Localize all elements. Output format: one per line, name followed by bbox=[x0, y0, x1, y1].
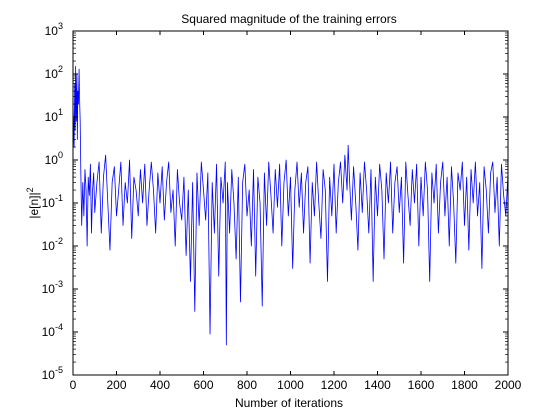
y-tick-label-exponent: 2 bbox=[58, 64, 63, 74]
x-tick-label: 1400 bbox=[364, 378, 391, 392]
y-tick-label-exponent: 1 bbox=[58, 107, 63, 117]
x-tick-label: 0 bbox=[70, 378, 77, 392]
y-tick-label-base: 10 bbox=[45, 110, 59, 124]
y-tick-label-exponent: 0 bbox=[58, 150, 63, 160]
y-tick-label-base: 10 bbox=[42, 325, 56, 339]
y-tick-label-exponent: 3 bbox=[58, 21, 63, 31]
series-layer bbox=[72, 66, 509, 346]
x-tick-label: 800 bbox=[237, 378, 257, 392]
x-tick-label: 1800 bbox=[451, 378, 478, 392]
y-axis-label: |e[n]|2 bbox=[25, 187, 41, 218]
x-tick-label: 1600 bbox=[408, 378, 435, 392]
series-line-0 bbox=[72, 66, 509, 346]
x-tick-label: 1200 bbox=[321, 378, 348, 392]
y-axis-label-superscript: 2 bbox=[25, 187, 35, 192]
y-tick-label: 10-3 bbox=[42, 279, 63, 296]
y-axis-label-base: |e[n]| bbox=[27, 192, 41, 218]
y-tick-label: 103 bbox=[45, 21, 63, 38]
y-tick-label-exponent: -5 bbox=[55, 365, 63, 375]
x-tick-label: 2000 bbox=[495, 378, 522, 392]
y-tick-label: 100 bbox=[45, 150, 63, 167]
y-tick-label: 102 bbox=[45, 64, 63, 81]
x-tick-label: 600 bbox=[193, 378, 213, 392]
y-tick-label: 10-4 bbox=[42, 322, 63, 339]
chart-title: Squared magnitude of the training errors bbox=[181, 12, 396, 26]
y-tick-label-base: 10 bbox=[42, 239, 56, 253]
y-tick-label-base: 10 bbox=[42, 368, 56, 382]
y-tick-label-exponent: -1 bbox=[55, 193, 63, 203]
y-tick-label-exponent: -3 bbox=[55, 279, 63, 289]
y-tick-label: 10-2 bbox=[42, 236, 63, 253]
y-tick-label-exponent: -4 bbox=[55, 322, 63, 332]
y-tick-label-base: 10 bbox=[45, 24, 59, 38]
x-axis-ticks: 0 200 400 600 800 1000 1200 1400 1600 1800 2000 bbox=[70, 31, 522, 392]
y-tick-label-base: 10 bbox=[42, 196, 56, 210]
y-tick-label: 101 bbox=[45, 107, 63, 124]
y-tick-label: 10-5 bbox=[42, 365, 63, 382]
x-tick-label: 1000 bbox=[277, 378, 304, 392]
y-tick-label-base: 10 bbox=[42, 282, 56, 296]
y-tick-label-base: 10 bbox=[45, 67, 59, 81]
x-axis-label: Number of iterations bbox=[235, 396, 343, 410]
x-tick-label: 200 bbox=[106, 378, 126, 392]
y-tick-label-exponent: -2 bbox=[55, 236, 63, 246]
x-tick-label: 400 bbox=[150, 378, 170, 392]
plot-area bbox=[73, 31, 508, 375]
y-tick-label: 10-1 bbox=[42, 193, 63, 210]
y-tick-label-base: 10 bbox=[45, 153, 59, 167]
